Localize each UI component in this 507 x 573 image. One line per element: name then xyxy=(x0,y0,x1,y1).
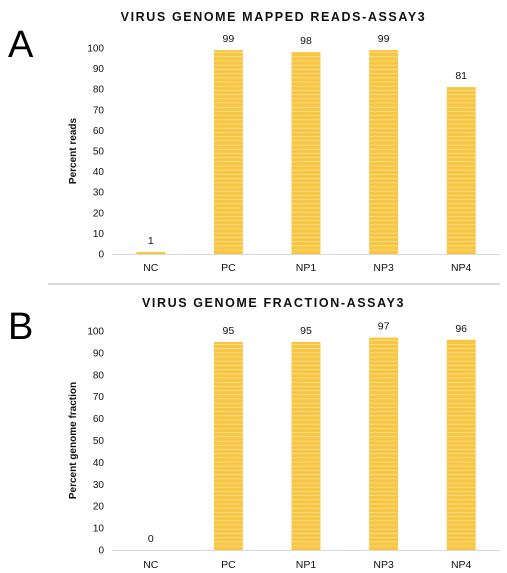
data-label: 99 xyxy=(378,33,390,45)
data-label: 95 xyxy=(300,325,312,337)
bar-nc xyxy=(136,251,166,254)
bar-fill xyxy=(369,50,399,255)
bar-fill xyxy=(213,50,243,255)
y-tick-label: 80 xyxy=(93,85,105,96)
y-tick-label: 100 xyxy=(87,327,104,338)
x-tick-label: NP1 xyxy=(296,559,317,571)
bar-fill xyxy=(136,251,166,254)
chart-title-b: VIRUS GENOME FRACTION-ASSAY3 xyxy=(141,296,406,310)
y-tick-label: 80 xyxy=(93,370,105,381)
panel-divider xyxy=(48,283,500,285)
chart-title-a: VIRUS GENOME MAPPED READS-ASSAY3 xyxy=(120,10,427,24)
x-tick-label: NC xyxy=(143,262,159,274)
x-tick-label: NP3 xyxy=(373,559,394,571)
y-tick-label: 60 xyxy=(93,126,105,137)
data-label: 1 xyxy=(148,235,154,247)
bar-np3 xyxy=(369,50,399,255)
x-tick-label: NP4 xyxy=(451,559,472,571)
bar-fill xyxy=(291,52,321,255)
bar-fill xyxy=(446,87,476,254)
y-axis-label: Percent reads xyxy=(68,117,79,184)
data-label: 99 xyxy=(223,33,235,45)
bar-np1 xyxy=(291,52,321,255)
data-label: 97 xyxy=(378,321,390,333)
bar-fill xyxy=(369,337,399,550)
chart-panel-b: B VIRUS GENOME FRACTION-ASSAY3 0 10 20 30 40… xyxy=(0,286,507,573)
y-tick-label: 20 xyxy=(93,502,105,513)
bar-chart-a: 0 10 20 30 40 50 60 70 80 90 100 Percent reads 1 NC 99… xyxy=(68,33,500,274)
panel-letter-a: A xyxy=(8,24,34,66)
y-tick-label: 60 xyxy=(93,414,105,425)
y-axis-label: Percent genome fraction xyxy=(68,382,79,499)
y-tick-label: 0 xyxy=(98,546,104,557)
chart-panel-a: A VIRUS GENOME MAPPED READS-ASSAY3 0 10 20… xyxy=(0,0,507,286)
y-tick-label: 20 xyxy=(93,208,105,219)
y-tick-label: 0 xyxy=(98,250,104,261)
bar-chart-b: 0 10 20 30 40 50 60 70 80 90 100 Percent genome fra… xyxy=(68,321,500,571)
y-tick-label: 10 xyxy=(93,229,105,240)
bar-np4 xyxy=(446,339,476,550)
y-tick-label: 50 xyxy=(93,147,105,158)
bar-np1 xyxy=(291,341,321,550)
y-tick-label: 70 xyxy=(93,105,105,116)
bar-fill xyxy=(446,339,476,550)
data-label: 96 xyxy=(455,323,467,335)
x-tick-label: NP4 xyxy=(451,262,472,274)
y-tick-label: 50 xyxy=(93,436,105,447)
data-label: 0 xyxy=(148,533,154,545)
y-tick-label: 100 xyxy=(87,44,104,55)
bar-np3 xyxy=(369,337,399,550)
bar-fill xyxy=(213,341,243,550)
x-tick-label: PC xyxy=(221,262,236,274)
bar-pc xyxy=(213,341,243,550)
x-tick-label: PC xyxy=(221,559,236,571)
x-tick-label: NC xyxy=(143,559,159,571)
bar-pc xyxy=(213,50,243,255)
y-tick-label: 70 xyxy=(93,392,105,403)
panel-letter-b: B xyxy=(8,306,34,348)
y-tick-label: 30 xyxy=(93,188,105,199)
x-tick-label: NP3 xyxy=(373,262,394,274)
y-tick-label: 10 xyxy=(93,524,105,535)
data-label: 95 xyxy=(223,325,235,337)
data-label: 81 xyxy=(455,70,467,82)
x-tick-label: NP1 xyxy=(296,262,317,274)
y-tick-label: 30 xyxy=(93,480,105,491)
data-label: 98 xyxy=(300,35,312,47)
y-tick-label: 40 xyxy=(93,458,105,469)
y-tick-label: 40 xyxy=(93,167,105,178)
y-tick-label: 90 xyxy=(93,64,105,75)
bar-fill xyxy=(291,341,321,550)
y-tick-label: 90 xyxy=(93,348,105,359)
bar-np4 xyxy=(446,87,476,254)
